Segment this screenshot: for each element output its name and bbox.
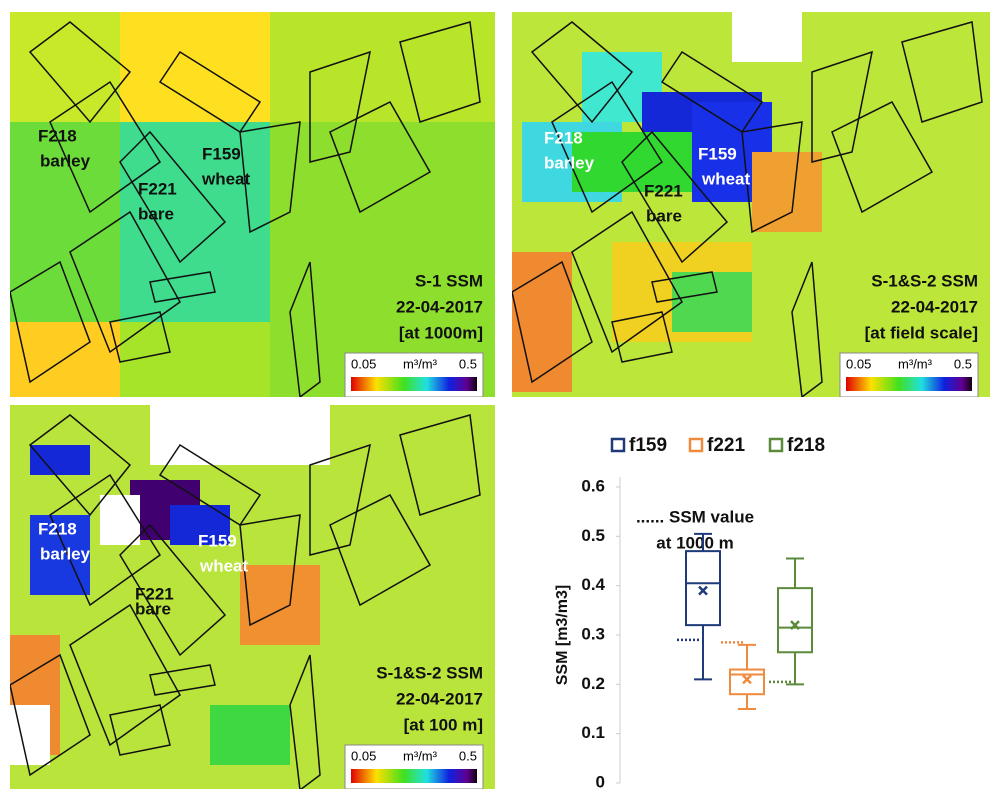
- annotation: ...... SSM value: [636, 507, 754, 526]
- y-tick-label: 0.2: [581, 674, 605, 693]
- colorbar: [351, 377, 477, 391]
- legend-swatch: [770, 439, 782, 451]
- map-caption: 22-04-2017: [396, 297, 483, 316]
- map-pixel-patch: [752, 152, 822, 232]
- map-caption: [at 1000m]: [399, 323, 483, 342]
- field-label: F218: [544, 128, 583, 147]
- field-label: F159: [202, 144, 241, 163]
- colorbar-unit: m³/m³: [898, 356, 933, 371]
- map-pixel-patch: [672, 272, 752, 332]
- map-pixel-patch: [120, 322, 270, 397]
- map-pixel-patch: [732, 12, 802, 62]
- y-tick-label: 0.5: [581, 526, 605, 545]
- field-label: wheat: [701, 169, 751, 188]
- colorbar-min: 0.05: [351, 356, 376, 371]
- map-pixel-patch: [210, 705, 290, 765]
- legend-swatch: [690, 439, 702, 451]
- field-label: F159: [698, 144, 737, 163]
- map-pixel-patch: [120, 12, 270, 122]
- legend-label: f221: [707, 435, 745, 456]
- field-label: barley: [544, 153, 595, 172]
- colorbar-unit: m³/m³: [403, 748, 438, 763]
- y-tick-label: 0: [596, 772, 605, 789]
- map-caption: S-1&S-2 SSM: [376, 663, 483, 682]
- colorbar-max: 0.5: [459, 356, 477, 371]
- field-label: barley: [40, 151, 91, 170]
- map-pixel-patch: [100, 495, 140, 545]
- map-caption: [at 100 m]: [404, 715, 483, 734]
- map-pixel-patch: [512, 252, 572, 392]
- map-pixel-patch: [240, 565, 320, 645]
- field-label: bare: [138, 204, 174, 223]
- legend-label: f218: [787, 435, 825, 456]
- field-label: bare: [646, 206, 682, 225]
- y-tick-label: 0.4: [581, 575, 605, 594]
- map-caption: S-1 SSM: [415, 271, 483, 290]
- field-label: F221: [644, 181, 683, 200]
- annotation: at 1000 m: [656, 533, 734, 552]
- map-caption: 22-04-2017: [891, 297, 978, 316]
- map-caption: 22-04-2017: [396, 689, 483, 708]
- colorbar-max: 0.5: [954, 356, 972, 371]
- legend-label: f159: [629, 435, 667, 456]
- map-caption: [at field scale]: [865, 323, 978, 342]
- y-tick-label: 0.1: [581, 723, 605, 742]
- y-axis-label: SSM [m3/m3]: [554, 585, 571, 685]
- map-panel: F218 barley F221 bare F159 wheat S-1 SSM 22-04-…: [10, 12, 495, 397]
- map-caption: S-1&S-2 SSM: [871, 271, 978, 290]
- y-tick-label: 0.6: [581, 476, 605, 495]
- map-pixel-patch: [150, 405, 330, 465]
- colorbar: [351, 769, 477, 783]
- map-pixel-patch: [30, 445, 90, 475]
- field-label: wheat: [201, 169, 251, 188]
- field-label: F218: [38, 519, 77, 538]
- colorbar-min: 0.05: [351, 748, 376, 763]
- figure: F218 barley F221 bare F159 wheat S-1 SSM 22-04-…: [0, 0, 990, 789]
- field-label: F221: [138, 179, 177, 198]
- field-label: F159: [198, 531, 237, 550]
- colorbar-unit: m³/m³: [403, 356, 438, 371]
- colorbar-max: 0.5: [459, 748, 477, 763]
- box: [686, 551, 720, 625]
- colorbar-min: 0.05: [846, 356, 871, 371]
- y-tick-label: 0.3: [581, 624, 605, 643]
- field-label: wheat: [199, 556, 249, 575]
- field-label: bare: [135, 599, 171, 618]
- field-label: F218: [38, 126, 77, 145]
- colorbar: [846, 377, 972, 391]
- field-label: barley: [40, 544, 91, 563]
- map-panel: F218 barley F221 bare F159 wheat S-1&S-2 SSM 22…: [512, 12, 990, 397]
- legend-swatch: [612, 439, 624, 451]
- box: [778, 588, 812, 652]
- box: [730, 670, 764, 695]
